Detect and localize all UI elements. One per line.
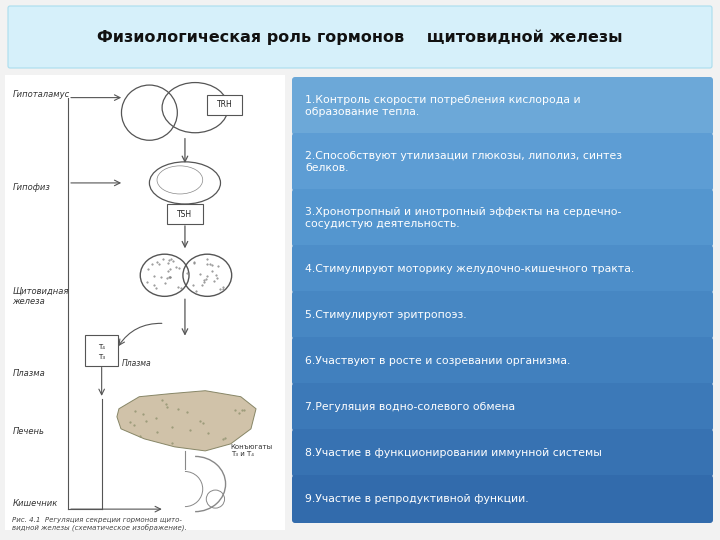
- Text: 2.Способствуют утилизации глюкозы, липолиз, синтез
белков.: 2.Способствуют утилизации глюкозы, липол…: [305, 151, 622, 173]
- Text: Гипоталамус: Гипоталамус: [12, 90, 70, 99]
- FancyBboxPatch shape: [86, 335, 118, 366]
- FancyBboxPatch shape: [292, 429, 713, 477]
- Text: Физиологическая роль гормонов    щитовидной железы: Физиологическая роль гормонов щитовидной…: [97, 29, 623, 45]
- Text: 3.Хронотропный и инотропный эффекты на сердечно-
сосудистую деятельность.: 3.Хронотропный и инотропный эффекты на с…: [305, 207, 621, 229]
- Text: Гипофиз: Гипофиз: [12, 183, 50, 192]
- FancyBboxPatch shape: [8, 6, 712, 68]
- Text: 5.Стимулируют эритропоэз.: 5.Стимулируют эритропоэз.: [305, 310, 467, 320]
- Text: TSH: TSH: [177, 210, 192, 219]
- Text: 9.Участие в репродуктивной функции.: 9.Участие в репродуктивной функции.: [305, 494, 528, 504]
- Text: 8.Участие в функционировании иммунной системы: 8.Участие в функционировании иммунной си…: [305, 448, 602, 458]
- Polygon shape: [117, 391, 256, 451]
- Text: Плазма: Плазма: [12, 369, 45, 377]
- Text: Щитовидная
железа: Щитовидная железа: [12, 286, 68, 306]
- Text: 4.Стимулируют моторику желудочно-кишечного тракта.: 4.Стимулируют моторику желудочно-кишечно…: [305, 264, 634, 274]
- Text: 1.Контроль скорости потребления кислорода и
образование тепла.: 1.Контроль скорости потребления кислород…: [305, 94, 580, 117]
- FancyBboxPatch shape: [207, 94, 242, 114]
- Text: 7.Регуляция водно-солевого обмена: 7.Регуляция водно-солевого обмена: [305, 402, 515, 412]
- Text: Печень: Печень: [12, 427, 44, 436]
- Text: Конъюгаты
Т₃ и Т₄: Конъюгаты Т₃ и Т₄: [230, 444, 273, 457]
- Text: Кишечник: Кишечник: [12, 499, 58, 508]
- FancyBboxPatch shape: [292, 245, 713, 293]
- Text: Плазма: Плазма: [122, 359, 152, 368]
- Text: Рис. 4.1  Регуляция секреции гормонов щито-
видной железы (схематическое изображ: Рис. 4.1 Регуляция секреции гормонов щит…: [12, 517, 187, 532]
- FancyBboxPatch shape: [292, 337, 713, 385]
- Text: TRH: TRH: [217, 100, 233, 109]
- FancyBboxPatch shape: [292, 77, 713, 135]
- FancyBboxPatch shape: [292, 475, 713, 523]
- FancyBboxPatch shape: [166, 204, 203, 224]
- FancyBboxPatch shape: [292, 133, 713, 191]
- Text: 6.Участвуют в росте и созревании организма.: 6.Участвуют в росте и созревании организ…: [305, 356, 570, 366]
- Text: T₃: T₃: [98, 354, 105, 360]
- FancyBboxPatch shape: [292, 383, 713, 431]
- FancyBboxPatch shape: [5, 75, 285, 530]
- Text: T₄: T₄: [98, 343, 105, 349]
- FancyBboxPatch shape: [292, 291, 713, 339]
- FancyBboxPatch shape: [292, 189, 713, 247]
